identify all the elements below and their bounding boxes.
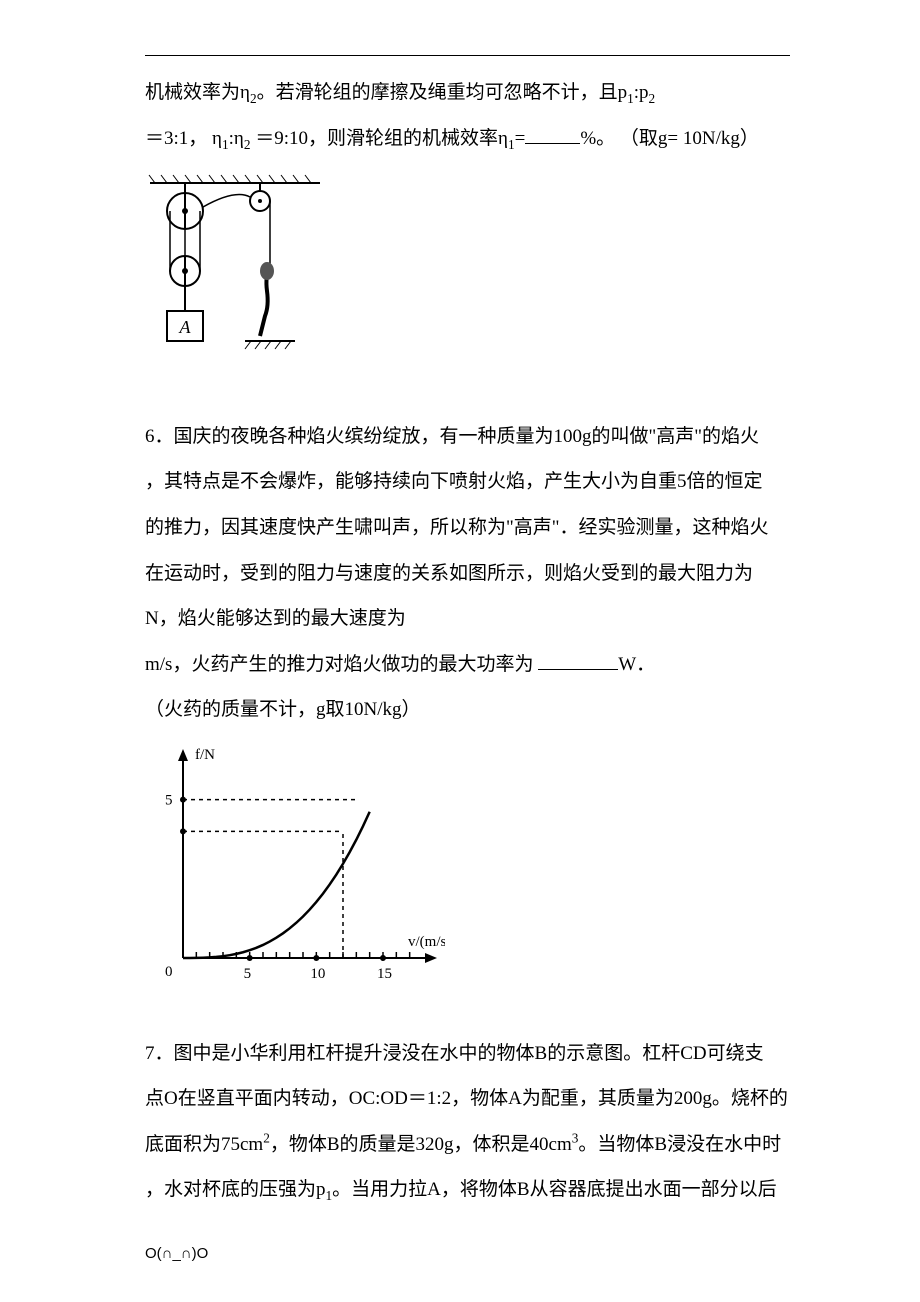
text: 。当物体B浸没在水中时 — [578, 1134, 781, 1155]
svg-text:10: 10 — [310, 966, 325, 982]
text: = — [515, 128, 526, 149]
text: N，焰火能够达到的最大速度为 — [145, 608, 406, 629]
text: 底面积为75cm — [145, 1134, 263, 1155]
svg-text:v/(m/s): v/(m/s) — [408, 934, 445, 950]
pulley-figure: A — [145, 171, 790, 389]
qnum: 6． — [145, 426, 174, 447]
sub: 2 — [250, 91, 257, 106]
text: 国庆的夜晚各种焰火缤纷绽放，有一种质量为100g的叫做"高声"的焰火 — [174, 426, 760, 447]
svg-text:5: 5 — [244, 966, 252, 982]
svg-text:15: 15 — [377, 966, 392, 982]
question-5-tail: 机械效率为η2。若滑轮组的摩擦及绳重均可忽略不计，且p1:p2 ＝3:1， η1… — [145, 70, 790, 389]
text: :p — [634, 82, 649, 103]
q5-line1: 机械效率为η2。若滑轮组的摩擦及绳重均可忽略不计，且p1:p2 — [145, 70, 790, 116]
question-7: 7．图中是小华利用杠杆提升浸没在水中的物体B的示意图。杠杆CD可绕支 点O在竖直… — [145, 1031, 790, 1213]
q7-l3: 底面积为75cm2，物体B的质量是320g，体积是40cm3。当物体B浸没在水中… — [145, 1122, 790, 1168]
box-a-label: A — [179, 317, 192, 337]
text: 的推力，因其速度快产生啸叫声，所以称为"高声"．经实验测量，这种焰火 — [145, 517, 769, 538]
text: ＝3:1， η — [145, 128, 222, 149]
text: 在运动时，受到的阻力与速度的关系如图所示，则焰火受到的最大阻力为 — [145, 563, 753, 584]
sub: 2 — [649, 91, 656, 106]
text: %。 （取g= 10N/kg） — [580, 128, 759, 149]
text: ，其特点是不会爆炸，能够持续向下喷射火焰，产生大小为自重5倍的恒定 — [145, 471, 763, 492]
pulley-svg: A — [145, 171, 325, 371]
q6-l5: N，焰火能够达到的最大速度为 — [145, 596, 790, 642]
sup: 2 — [263, 1130, 270, 1145]
text: W． — [618, 654, 655, 675]
text: 图中是小华利用杠杆提升浸没在水中的物体B的示意图。杠杆CD可绕支 — [174, 1043, 764, 1064]
graph-figure: f/N v/(m/s) 0 5 5 10 15 — [145, 743, 790, 1006]
text: m/s，火药产生的推力对焰火做功的最大功率为 — [145, 654, 538, 675]
text: ＝9:10，则滑轮组的机械效率η — [251, 128, 508, 149]
q6-l2: ，其特点是不会爆炸，能够持续向下喷射火焰，产生大小为自重5倍的恒定 — [145, 459, 790, 505]
sub: 1 — [508, 136, 515, 151]
page-root: 机械效率为η2。若滑轮组的摩擦及绳重均可忽略不计，且p1:p2 ＝3:1， η1… — [0, 0, 920, 1302]
q6-l6: m/s，火药产生的推力对焰火做功的最大功率为 W． — [145, 642, 790, 688]
text: 。若滑轮组的摩擦及绳重均可忽略不计，且p — [257, 82, 628, 103]
q6-l7: （火药的质量不计，g取10N/kg） — [145, 687, 790, 733]
svg-text:f/N: f/N — [195, 747, 215, 763]
text: 。当用力拉A，将物体B从容器底提出水面一部分以后 — [332, 1179, 776, 1200]
svg-text:0: 0 — [165, 964, 173, 980]
q6-l1: 6．国庆的夜晚各种焰火缤纷绽放，有一种质量为100g的叫做"高声"的焰火 — [145, 414, 790, 460]
sub: 2 — [244, 136, 251, 151]
header-rule — [145, 55, 790, 56]
q6-l4: 在运动时，受到的阻力与速度的关系如图所示，则焰火受到的最大阻力为 — [145, 551, 790, 597]
svg-text:5: 5 — [165, 793, 173, 809]
question-6: 6．国庆的夜晚各种焰火缤纷绽放，有一种质量为100g的叫做"高声"的焰火 ，其特… — [145, 414, 790, 1006]
text: （火药的质量不计，g取10N/kg） — [145, 699, 421, 720]
fv-graph: f/N v/(m/s) 0 5 5 10 15 — [145, 743, 445, 988]
footer-emoticon: O(∩_∩)O — [145, 1236, 208, 1272]
text: ，物体B的质量是320g，体积是40cm — [270, 1134, 572, 1155]
text: ，水对杯底的压强为p — [145, 1179, 326, 1200]
blank-power — [538, 650, 618, 670]
q7-l1: 7．图中是小华利用杠杆提升浸没在水中的物体B的示意图。杠杆CD可绕支 — [145, 1031, 790, 1077]
blank-eta1 — [525, 124, 580, 144]
q7-l2: 点O在竖直平面内转动，OC:OD＝1:2，物体A为配重，其质量为200g。烧杯的 — [145, 1076, 790, 1122]
text: 机械效率为η — [145, 82, 250, 103]
q6-l3: 的推力，因其速度快产生啸叫声，所以称为"高声"．经实验测量，这种焰火 — [145, 505, 790, 551]
text: 点O在竖直平面内转动，OC:OD＝1:2，物体A为配重，其质量为200g。烧杯的 — [145, 1088, 788, 1109]
q7-l4: ，水对杯底的压强为p1。当用力拉A，将物体B从容器底提出水面一部分以后 — [145, 1167, 790, 1213]
qnum: 7． — [145, 1043, 174, 1064]
q5-line2: ＝3:1， η1:η2 ＝9:10，则滑轮组的机械效率η1=%。 （取g= 10… — [145, 116, 790, 162]
text: :η — [229, 128, 244, 149]
sub: 1 — [222, 136, 229, 151]
sub: 1 — [627, 91, 634, 106]
